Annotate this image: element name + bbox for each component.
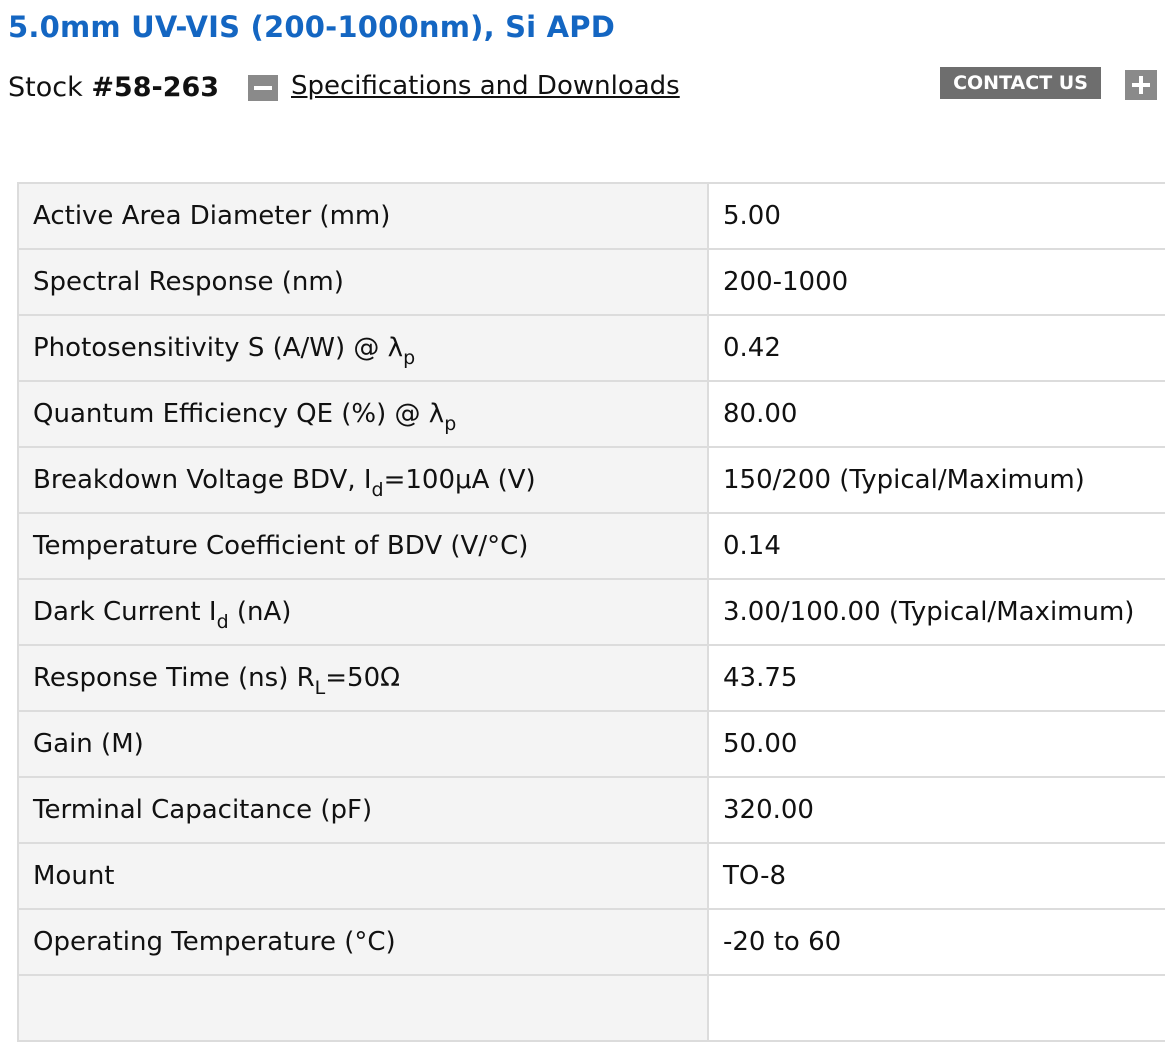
table-row: Breakdown Voltage BDV, Id=100μA (V) 150/… xyxy=(17,446,1165,514)
spec-value: 320.00 xyxy=(707,776,1165,844)
stock-row: Stock #58-263 Specifications and Downloa… xyxy=(8,67,1158,110)
spec-label: Response Time (ns) RL=50Ω xyxy=(17,644,709,712)
table-row: Operating Temperature (°C) -20 to 60 xyxy=(17,908,1165,976)
spec-label-suffix: =50Ω xyxy=(325,663,401,693)
spec-label-subscript: d xyxy=(371,479,384,501)
spec-label: Active Area Diameter (mm) xyxy=(17,182,709,250)
spec-label-text: Dark Current I xyxy=(33,597,217,627)
spec-label-subscript: d xyxy=(216,611,229,633)
plus-icon[interactable] xyxy=(1125,70,1157,100)
spec-label: Terminal Capacitance (pF) xyxy=(17,776,709,844)
table-row: Terminal Capacitance (pF) 320.00 xyxy=(17,776,1165,844)
spec-label-text: Photosensitivity S (A/W) @ λ xyxy=(33,333,404,363)
spec-label-subscript: p xyxy=(403,347,416,369)
table-row: Spectral Response (nm) 200-1000 xyxy=(17,248,1165,316)
spec-label-text: Terminal Capacitance (pF) xyxy=(33,795,373,825)
spec-label-text: Mount xyxy=(33,861,115,891)
table-row xyxy=(17,974,1165,1042)
spec-label: Mount xyxy=(17,842,709,910)
spec-label: Spectral Response (nm) xyxy=(17,248,709,316)
spec-label-subscript: L xyxy=(314,677,326,699)
product-title: 5.0mm UV-VIS (200-1000nm), Si APD xyxy=(8,10,615,44)
table-row: Gain (M) 50.00 xyxy=(17,710,1165,778)
table-row: Quantum Efficiency QE (%) @ λp 80.00 xyxy=(17,380,1165,448)
spec-label-text: Operating Temperature (°C) xyxy=(33,927,396,957)
minus-icon[interactable] xyxy=(248,75,278,101)
minus-bar xyxy=(254,86,272,90)
spec-value xyxy=(707,974,1165,1042)
spec-value: 0.14 xyxy=(707,512,1165,580)
stock-label-prefix: Stock xyxy=(8,72,92,103)
spec-label: Temperature Coefficient of BDV (V/°C) xyxy=(17,512,709,580)
table-row: Dark Current Id (nA) 3.00/100.00 (Typica… xyxy=(17,578,1165,646)
spec-label-text: Active Area Diameter (mm) xyxy=(33,201,391,231)
spec-label-text: Quantum Efficiency QE (%) @ λ xyxy=(33,399,445,429)
spec-value: 50.00 xyxy=(707,710,1165,778)
spec-label-suffix: =100μA (V) xyxy=(383,465,536,495)
spec-label-text: Response Time (ns) R xyxy=(33,663,315,693)
spec-label: Dark Current Id (nA) xyxy=(17,578,709,646)
spec-label-text: Temperature Coefficient of BDV (V/°C) xyxy=(33,531,529,561)
table-row: Active Area Diameter (mm) 5.00 xyxy=(17,182,1165,250)
spec-label: Gain (M) xyxy=(17,710,709,778)
spec-value: -20 to 60 xyxy=(707,908,1165,976)
specifications-downloads-link[interactable]: Specifications and Downloads xyxy=(291,71,680,101)
table-row: Response Time (ns) RL=50Ω 43.75 xyxy=(17,644,1165,712)
spec-value: 80.00 xyxy=(707,380,1165,448)
spec-value: 0.42 xyxy=(707,314,1165,382)
contact-us-button[interactable]: CONTACT US xyxy=(940,67,1101,99)
spec-label: Quantum Efficiency QE (%) @ λp xyxy=(17,380,709,448)
stock-label: Stock #58-263 xyxy=(8,72,219,103)
plus-vertical-bar xyxy=(1139,76,1143,94)
spec-label-text: Breakdown Voltage BDV, I xyxy=(33,465,372,495)
spec-value: 5.00 xyxy=(707,182,1165,250)
spec-label xyxy=(17,974,709,1042)
spec-value: 43.75 xyxy=(707,644,1165,712)
spec-label: Operating Temperature (°C) xyxy=(17,908,709,976)
spec-label-text: Spectral Response (nm) xyxy=(33,267,344,297)
specifications-table-body: Active Area Diameter (mm) 5.00 Spectral … xyxy=(17,182,1165,1042)
spec-value: 3.00/100.00 (Typical/Maximum) xyxy=(707,578,1165,646)
spec-value: 150/200 (Typical/Maximum) xyxy=(707,446,1165,514)
table-row: Mount TO-8 xyxy=(17,842,1165,910)
spec-label: Photosensitivity S (A/W) @ λp xyxy=(17,314,709,382)
table-row: Photosensitivity S (A/W) @ λp 0.42 xyxy=(17,314,1165,382)
spec-value: TO-8 xyxy=(707,842,1165,910)
spec-label-subscript: p xyxy=(444,413,457,435)
spec-label-suffix: (nA) xyxy=(228,597,292,627)
table-row: Temperature Coefficient of BDV (V/°C) 0.… xyxy=(17,512,1165,580)
specifications-table: Active Area Diameter (mm) 5.00 Spectral … xyxy=(17,182,1165,1042)
spec-label: Breakdown Voltage BDV, Id=100μA (V) xyxy=(17,446,709,514)
spec-label-text: Gain (M) xyxy=(33,729,144,759)
spec-value: 200-1000 xyxy=(707,248,1165,316)
stock-number: #58-263 xyxy=(91,72,220,103)
